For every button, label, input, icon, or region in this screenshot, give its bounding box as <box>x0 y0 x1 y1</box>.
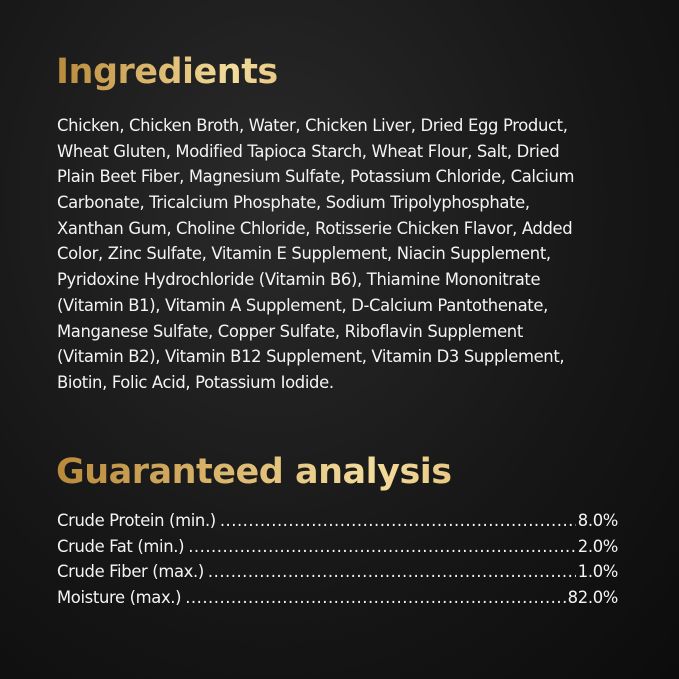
ingredients-line: Carbonate, Tricalcium Phosphate, Sodium … <box>57 193 530 213</box>
ingredients-line: Manganese Sulfate, Copper Sulfate, Ribof… <box>57 321 523 341</box>
guaranteed-analysis-table: Crude Protein (min.) 8.0% Crude Fat (min… <box>57 511 618 614</box>
analysis-row-moisture: Moisture (max.) 82.0% <box>57 588 618 614</box>
analysis-label: Moisture (max.) <box>57 588 182 608</box>
ingredients-line: Biotin, Folic Acid, Potassium Iodide. <box>57 372 334 392</box>
ingredients-line: (Vitamin B1), Vitamin A Supplement, D-Ca… <box>57 295 548 315</box>
dot-leader <box>208 562 576 581</box>
analysis-row-fat: Crude Fat (min.) 2.0% <box>57 537 618 563</box>
dot-leader <box>220 511 576 530</box>
guaranteed-analysis-heading: Guaranteed analysis <box>56 452 452 492</box>
ingredients-line: Pyridoxine Hydrochloride (Vitamin B6), T… <box>57 270 541 290</box>
ingredients-list: Chicken, Chicken Broth, Water, Chicken L… <box>57 113 574 396</box>
analysis-label: Crude Protein (min.) <box>57 511 216 530</box>
analysis-value: 1.0% <box>577 562 619 582</box>
ingredients-line: Color, Zinc Sulfate, Vitamin E Supplemen… <box>57 244 551 264</box>
ingredients-line: Wheat Gluten, Modified Tapioca Starch, W… <box>57 141 560 161</box>
analysis-row-fiber: Crude Fiber (max.) 1.0% <box>57 562 618 588</box>
analysis-row-protein: Crude Protein (min.) 8.0% <box>57 511 618 537</box>
dot-leader <box>185 588 565 607</box>
dot-leader <box>188 537 576 556</box>
ingredients-heading: Ingredients <box>56 52 278 92</box>
ingredients-line: Chicken, Chicken Broth, Water, Chicken L… <box>57 116 568 135</box>
analysis-value: 2.0% <box>577 536 619 556</box>
analysis-label: Crude Fat (min.) <box>57 536 185 556</box>
analysis-value: 8.0% <box>577 511 619 530</box>
analysis-label: Crude Fiber (max.) <box>57 562 204 582</box>
ingredients-line: (Vitamin B2), Vitamin B12 Supplement, Vi… <box>57 347 565 367</box>
ingredients-line: Xanthan Gum, Choline Chloride, Rotisseri… <box>57 218 573 238</box>
analysis-value: 82.0% <box>567 588 619 608</box>
ingredients-line: Plain Beet Fiber, Magnesium Sulfate, Pot… <box>57 167 575 187</box>
